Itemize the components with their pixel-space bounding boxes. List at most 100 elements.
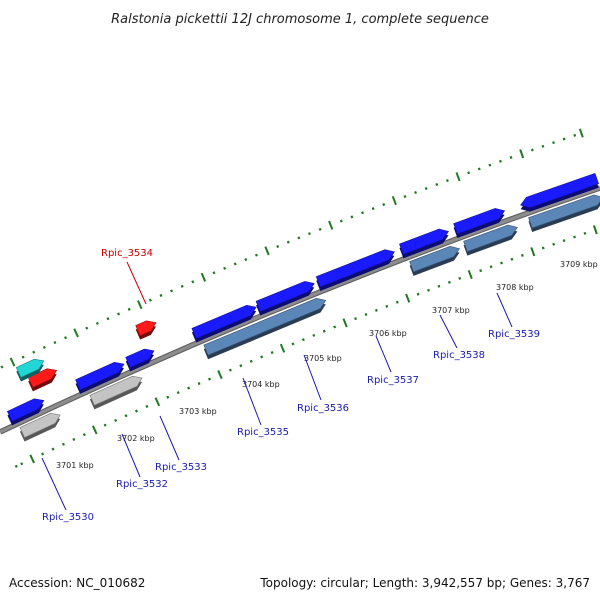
- minor-tick: [223, 266, 227, 270]
- rna-feature-arrow-face: [27, 368, 58, 388]
- minor-tick: [291, 342, 295, 346]
- minor-tick: [21, 355, 25, 359]
- minor-tick: [244, 258, 248, 262]
- gene-arrow-reverse-face: [203, 298, 327, 356]
- gene-arrow-forward: [125, 348, 155, 372]
- gene-leader-line: [496, 292, 513, 328]
- minor-tick: [510, 257, 514, 261]
- minor-tick: [32, 350, 36, 354]
- minor-tick: [297, 236, 301, 240]
- minor-tick: [318, 227, 322, 231]
- minor-tick: [176, 391, 180, 395]
- minor-tick: [308, 232, 311, 236]
- minor-tick: [145, 404, 149, 408]
- gene-arrow-forward-face: [520, 172, 599, 208]
- gene-label: Rpic_3532: [116, 479, 168, 490]
- rna-feature-arrow: [135, 320, 157, 340]
- gene-arrow-reverse-face: [409, 246, 460, 273]
- minor-tick: [166, 395, 170, 399]
- minor-tick: [239, 364, 243, 368]
- minor-tick: [424, 186, 428, 190]
- minor-tick: [228, 368, 232, 372]
- minor-tick: [286, 240, 290, 244]
- minor-tick: [520, 253, 524, 257]
- gene-arrow-forward: [399, 228, 450, 259]
- gene-leader-line: [439, 314, 458, 349]
- gene-label: Rpic_3539: [488, 329, 540, 340]
- minor-tick: [42, 345, 46, 349]
- kbp-label: 3704 kbp: [242, 380, 280, 389]
- gene-arrow-forward: [75, 362, 125, 394]
- minor-tick: [61, 442, 65, 446]
- major-tick: [530, 247, 536, 257]
- major-tick: [405, 293, 411, 303]
- minor-tick: [312, 333, 316, 337]
- minor-tick: [552, 242, 556, 246]
- minor-tick: [197, 382, 201, 386]
- backbone: [0, 186, 600, 434]
- gene-label: Rpic_3534: [101, 248, 153, 259]
- minor-tick: [437, 284, 441, 288]
- minor-tick: [191, 280, 195, 284]
- gene-arrow-pseudo-face: [19, 412, 61, 438]
- gene-arrow-forward-face: [7, 398, 45, 422]
- major-tick: [264, 246, 270, 256]
- major-tick: [342, 318, 348, 328]
- major-tick: [328, 220, 334, 230]
- minor-tick: [333, 325, 337, 329]
- minor-tick: [489, 265, 493, 269]
- map-title: Ralstonia pickettii 12J chromosome 1, co…: [111, 12, 489, 27]
- minor-tick: [416, 292, 420, 296]
- minor-tick: [82, 433, 86, 437]
- minor-tick: [276, 244, 280, 249]
- major-tick: [217, 370, 223, 380]
- minor-tick: [530, 148, 534, 152]
- minor-tick: [427, 288, 430, 292]
- major-tick: [73, 328, 79, 338]
- gene-arrow-forward-face: [255, 281, 315, 312]
- trna-feature-arrow-face: [15, 358, 45, 378]
- trna-feature-arrow: [15, 358, 45, 382]
- minor-tick: [583, 231, 587, 235]
- gene-leader-line: [242, 377, 262, 426]
- gene-arrow-forward: [315, 249, 395, 291]
- minor-tick: [41, 452, 45, 456]
- minor-tick: [249, 359, 253, 363]
- minor-tick: [134, 409, 138, 413]
- gene-label: Rpic_3537: [367, 375, 419, 386]
- minor-tick: [270, 351, 274, 355]
- minor-tick: [64, 336, 68, 340]
- major-tick: [200, 272, 207, 282]
- minor-tick: [500, 261, 503, 265]
- minor-tick: [339, 219, 343, 223]
- minor-tick: [350, 215, 354, 219]
- minor-tick: [148, 298, 152, 302]
- major-tick: [467, 269, 473, 280]
- kbp-label: 3708 kbp: [496, 283, 534, 292]
- major-tick: [154, 397, 161, 407]
- minor-tick: [499, 159, 502, 163]
- gene-arrow-forward-face: [75, 362, 125, 391]
- minor-tick: [159, 293, 163, 297]
- minor-tick: [385, 304, 389, 308]
- minor-tick: [509, 156, 513, 160]
- minor-tick: [233, 262, 237, 266]
- major-tick: [519, 149, 525, 159]
- gene-arrow-pseudo-face: [89, 375, 143, 406]
- major-tick: [391, 195, 397, 206]
- minor-tick: [403, 194, 407, 198]
- minor-tick: [208, 377, 211, 381]
- gene-label: Rpic_3535: [237, 427, 289, 438]
- inner-tick-ring: [14, 225, 598, 468]
- minor-tick: [114, 418, 118, 422]
- gene-arrow-forward-face: [191, 304, 257, 339]
- minor-tick: [0, 365, 4, 369]
- minor-tick: [435, 183, 439, 187]
- major-tick: [592, 225, 598, 235]
- minor-tick: [364, 312, 368, 317]
- minor-tick: [85, 326, 89, 330]
- minor-tick: [371, 207, 375, 211]
- minor-tick: [445, 179, 449, 183]
- gene-arrow-forward: [520, 172, 599, 212]
- gene-arrow-reverse-face: [463, 224, 518, 252]
